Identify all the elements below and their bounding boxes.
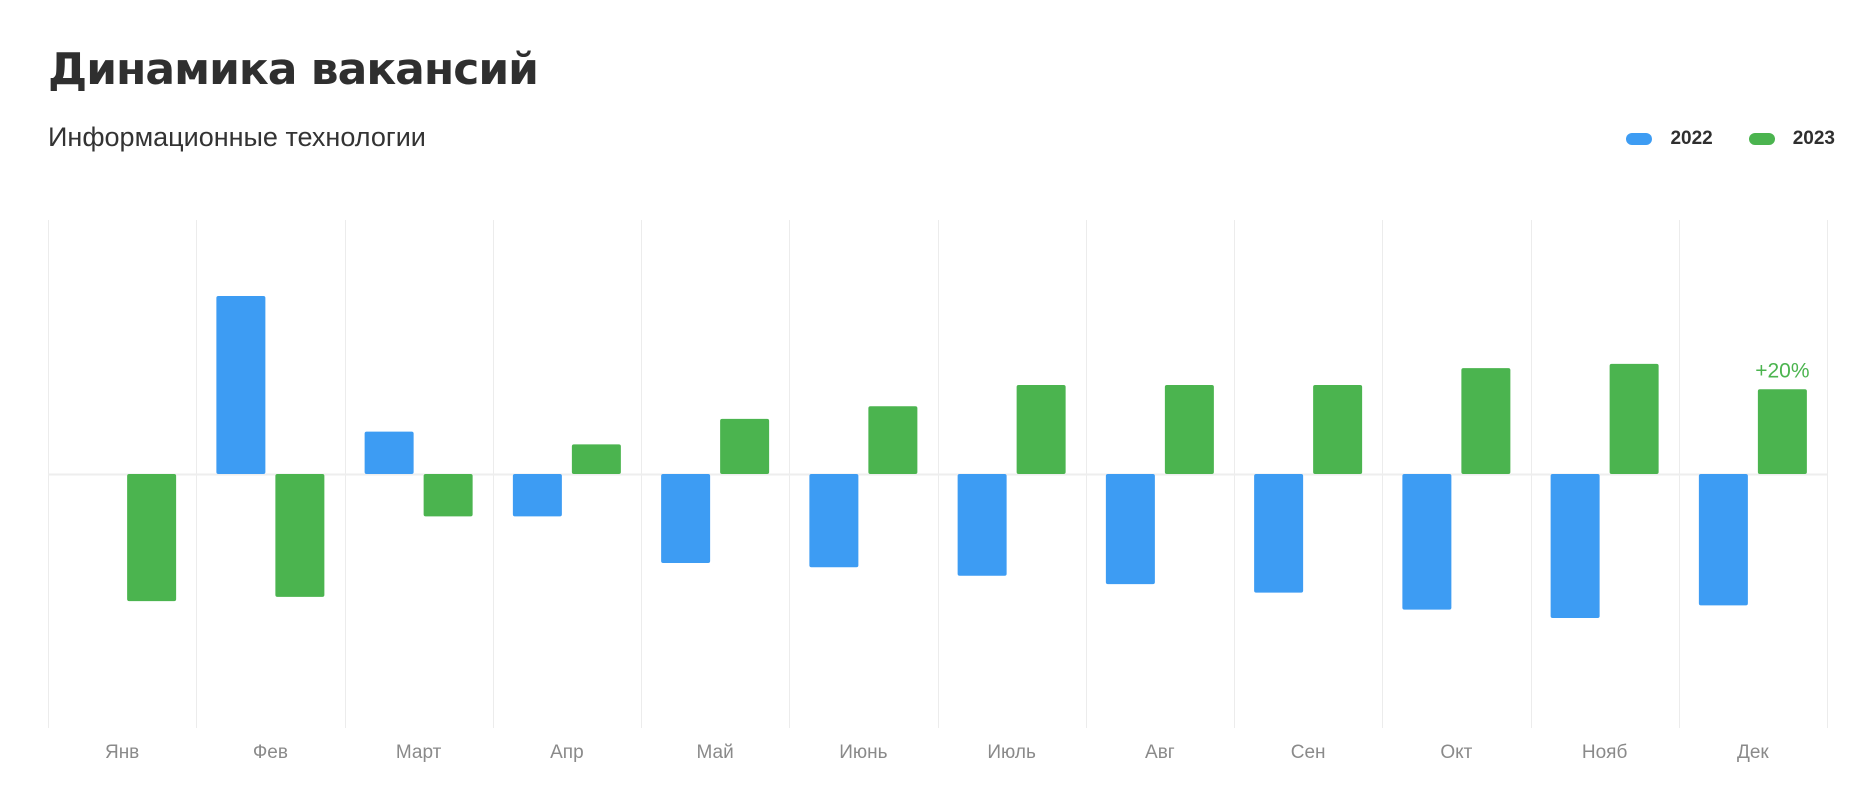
bar-2023 (275, 474, 325, 597)
bar-2023 (1313, 385, 1363, 474)
x-tick-label: Дек (1737, 742, 1769, 763)
legend-item-2023: 2023 (1748, 128, 1835, 150)
x-tick-label: Март (396, 742, 442, 763)
legend-swatch-2022 (1626, 133, 1653, 145)
bar-2022 (1105, 474, 1155, 585)
chart-title: Динамика вакансий (48, 44, 539, 95)
x-tick-label: Авг (1145, 742, 1175, 763)
bar-2023 (1609, 363, 1659, 474)
bar-2023 (1757, 389, 1807, 474)
bar-2023 (868, 406, 918, 474)
legend-swatch-2023 (1748, 133, 1775, 145)
bar-2023 (127, 474, 177, 602)
x-tick-label: Янв (105, 742, 139, 763)
bar-2023 (1164, 385, 1214, 474)
bar-2022 (1698, 474, 1748, 606)
x-tick-label: Сен (1291, 742, 1326, 763)
x-tick-label: Июнь (839, 742, 887, 763)
x-tick-label: Апр (550, 742, 584, 763)
bar-2023 (1461, 368, 1511, 474)
chart-legend: 2022 2023 (1626, 128, 1835, 150)
bar-2023 (423, 474, 473, 517)
bar-2023 (1016, 385, 1066, 474)
bar-2022 (216, 296, 266, 474)
x-tick-label: Окт (1440, 742, 1472, 763)
bar-2023 (720, 418, 770, 474)
bar-2022 (1402, 474, 1452, 610)
bar-2022 (512, 474, 562, 517)
bar-2022 (957, 474, 1007, 576)
legend-item-2022: 2022 (1626, 128, 1713, 150)
bar-2022 (364, 431, 414, 474)
x-tick-label: Нояб (1582, 742, 1628, 763)
data-label-annotation: +20% (1755, 359, 1809, 382)
legend-label-2023: 2023 (1792, 128, 1835, 149)
bar-2022 (1550, 474, 1600, 619)
bar-2022 (809, 474, 859, 568)
x-tick-label: Май (697, 742, 734, 763)
x-tick-label: Июль (987, 742, 1036, 763)
x-tick-label: Фев (253, 742, 288, 763)
legend-label-2022: 2022 (1670, 128, 1713, 149)
chart-subtitle: Информационные технологии (48, 122, 426, 152)
bar-2022 (1254, 474, 1304, 593)
bar-2023 (571, 444, 621, 474)
bar-2022 (661, 474, 711, 563)
